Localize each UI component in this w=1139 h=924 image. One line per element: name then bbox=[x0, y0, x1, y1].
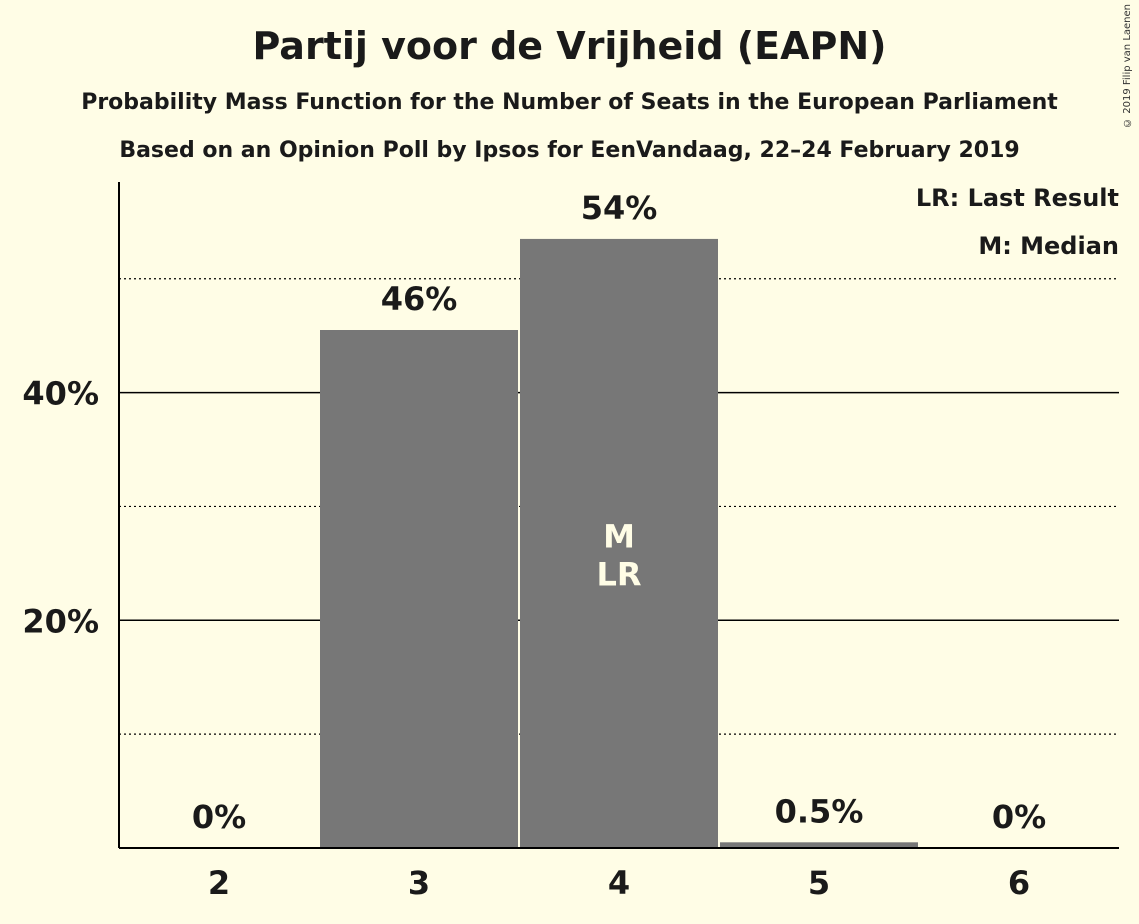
legend-last-result: LR: Last Result bbox=[915, 184, 1119, 212]
y-tick-label: 20% bbox=[22, 602, 99, 640]
chart-subtitle-poll: Based on an Opinion Poll by Ipsos for Ee… bbox=[119, 138, 1020, 163]
bar bbox=[720, 842, 918, 848]
bar-value-label: 46% bbox=[381, 280, 458, 318]
bar-value-label: 0% bbox=[992, 798, 1046, 836]
x-tick-label: 3 bbox=[408, 864, 430, 902]
legend-median: M: Median bbox=[978, 232, 1119, 260]
x-tick-label: 4 bbox=[608, 864, 630, 902]
x-tick-label: 5 bbox=[808, 864, 830, 902]
bar-marker-label: LR bbox=[596, 555, 641, 593]
x-tick-label: 6 bbox=[1008, 864, 1030, 902]
bar-value-label: 54% bbox=[581, 189, 658, 227]
bar bbox=[320, 330, 518, 848]
bar bbox=[520, 238, 718, 848]
x-tick-label: 2 bbox=[208, 864, 230, 902]
chart-subtitle: Probability Mass Function for the Number… bbox=[81, 90, 1058, 115]
bar-marker-label: M bbox=[603, 517, 635, 555]
y-tick-label: 40% bbox=[22, 375, 99, 413]
chart-title: Partij voor de Vrijheid (EAPN) bbox=[252, 24, 887, 68]
bar-value-label: 0.5% bbox=[775, 792, 864, 830]
bar-value-label: 0% bbox=[192, 798, 246, 836]
